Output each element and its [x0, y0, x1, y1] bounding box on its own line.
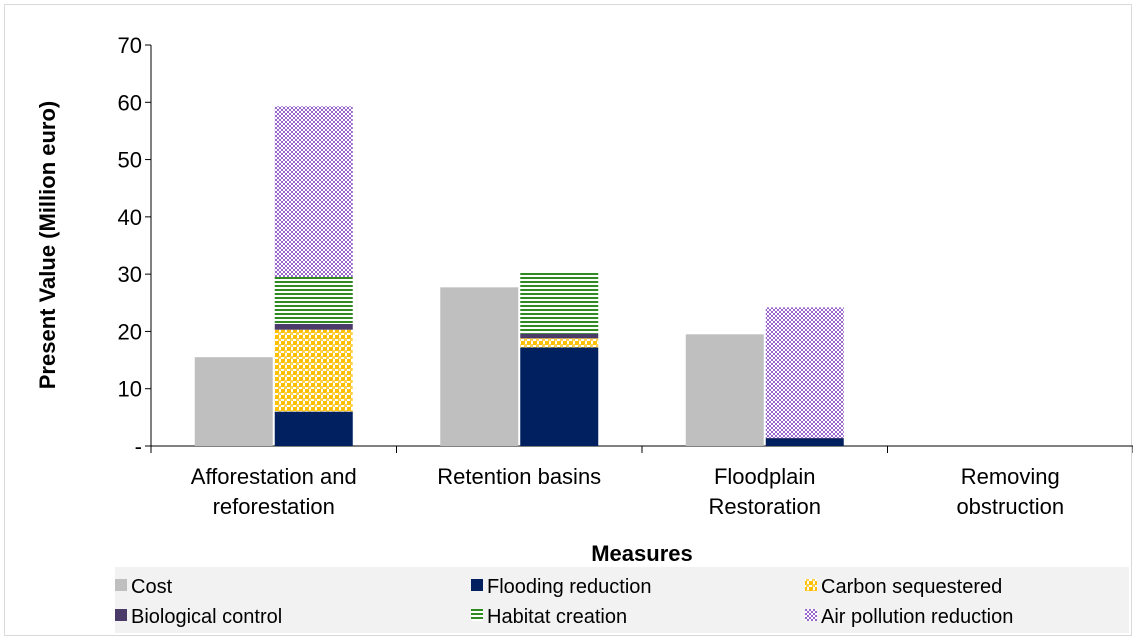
y-tick-label: - [135, 434, 142, 459]
legend-swatch [805, 609, 817, 621]
bar-segment-carbon-sequestered [274, 329, 353, 412]
bar-segment-biological-control [765, 437, 844, 439]
bar-segment-biological-control [520, 333, 599, 339]
bar-cost [440, 287, 519, 446]
legend-item-label: Habitat creation [487, 606, 627, 628]
bar-segment-flooding-reduction [765, 438, 844, 446]
bar-segment-air-pollution-reduction [765, 307, 844, 438]
bar-segment-biological-control [274, 323, 353, 330]
x-category-label: reforestation [213, 494, 335, 519]
legend-item-label: Air pollution reduction [821, 606, 1013, 628]
y-tick-label: 60 [118, 90, 142, 115]
legend-item-label: Cost [131, 576, 173, 598]
x-category-label: obstruction [956, 494, 1064, 519]
y-tick-label: 30 [118, 262, 142, 287]
legend-item-label: Biological control [131, 606, 282, 628]
bar-segment-air-pollution-reduction [274, 106, 353, 278]
y-tick-label: 20 [118, 319, 142, 344]
bar-segment-habitat-creation [274, 277, 353, 324]
y-tick-label: 70 [118, 33, 142, 58]
legend-item-label: Carbon sequestered [821, 576, 1002, 598]
stacked-bar-chart: Present Value (Million euro) Measures - 1… [35, 33, 1134, 633]
legend-background [115, 567, 1129, 633]
x-category-label: Removing [961, 464, 1060, 489]
legend-item-label: Flooding reduction [487, 576, 652, 598]
bar-cost [685, 334, 764, 446]
y-tick-label: 50 [118, 148, 142, 173]
x-category-label: Afforestation and [191, 464, 357, 489]
chart-frame: Present Value (Million euro) Measures - 1… [4, 4, 1134, 636]
bar-segment-carbon-sequestered [520, 338, 599, 348]
y-tick-label: 40 [118, 205, 142, 230]
bar-segment-habitat-creation [520, 272, 599, 334]
legend-swatch [115, 609, 127, 621]
legend-swatch [115, 579, 127, 591]
x-category-label: Floodplain [714, 464, 816, 489]
bar-cost [194, 357, 273, 446]
x-category-label: Retention basins [437, 464, 601, 489]
bar-segment-flooding-reduction [520, 347, 599, 446]
legend-swatch [471, 609, 483, 621]
x-category-label: Restoration [708, 494, 821, 519]
y-tick-label: 10 [118, 377, 142, 402]
x-axis-title: Measures [591, 541, 693, 566]
legend-swatch [805, 579, 817, 591]
y-axis-title: Present Value (Million euro) [35, 101, 60, 390]
bar-segment-flooding-reduction [274, 411, 353, 446]
legend-swatch [471, 579, 483, 591]
legend: Cost Flooding reduction Carbon sequestered… [115, 567, 1129, 633]
plot-area: - 10 20 30 40 50 60 70 Afforestation and reforest… [118, 33, 1134, 519]
